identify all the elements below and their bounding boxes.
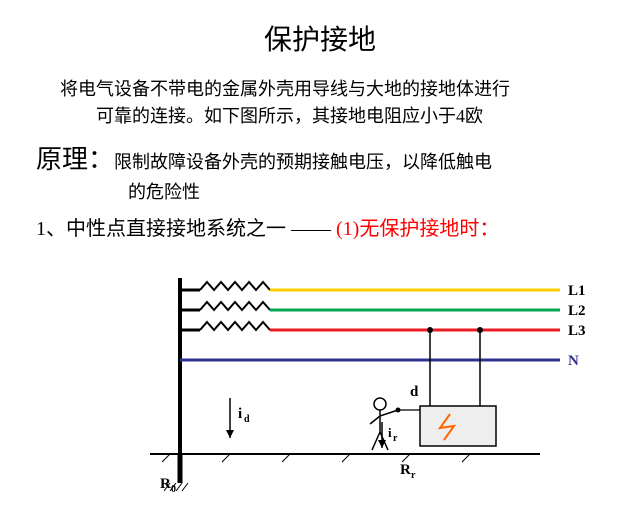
svg-text:r: r <box>411 470 416 481</box>
svg-text:i: i <box>388 425 392 440</box>
svg-text:N: N <box>568 353 579 369</box>
case-item: 1、中性点直接接地系统之一 —— (1)无保护接地时： <box>36 212 600 241</box>
page-title: 保护接地 <box>0 18 640 58</box>
case-red: (1)无保护接地时： <box>336 218 499 240</box>
principle-paragraph: 原理：限制故障设备外壳的预期接触电压，以降低触电 的危险性 <box>36 140 600 206</box>
principle-text1: 限制故障设备外壳的预期接触电压，以降低触电 <box>114 152 492 172</box>
intro-line1: 将电气设备不带电的金属外壳用导线与大地的接地体进行 <box>60 79 510 99</box>
svg-text:L1: L1 <box>568 283 586 299</box>
principle-text2: 的危险性 <box>36 179 600 206</box>
svg-text:d: d <box>410 384 419 400</box>
svg-text:0: 0 <box>171 484 176 495</box>
svg-text:d: d <box>244 414 250 425</box>
principle-label: 原理： <box>36 145 114 174</box>
intro-line2: 可靠的连接。如下图所示，其接地电阻应小于4欧 <box>60 103 600 130</box>
intro-paragraph: 将电气设备不带电的金属外壳用导线与大地的接地体进行 可靠的连接。如下图所示，其接… <box>60 76 600 130</box>
svg-text:i: i <box>238 406 242 422</box>
circuit-diagram: L1L2L3NR0iddirRr <box>120 278 590 508</box>
svg-text:r: r <box>393 433 398 444</box>
case-prefix: 1、中性点直接接地系统之一 —— <box>36 218 336 240</box>
svg-text:L2: L2 <box>568 303 586 319</box>
svg-text:R: R <box>160 476 171 492</box>
svg-text:R: R <box>400 462 411 478</box>
svg-text:L3: L3 <box>568 323 586 339</box>
